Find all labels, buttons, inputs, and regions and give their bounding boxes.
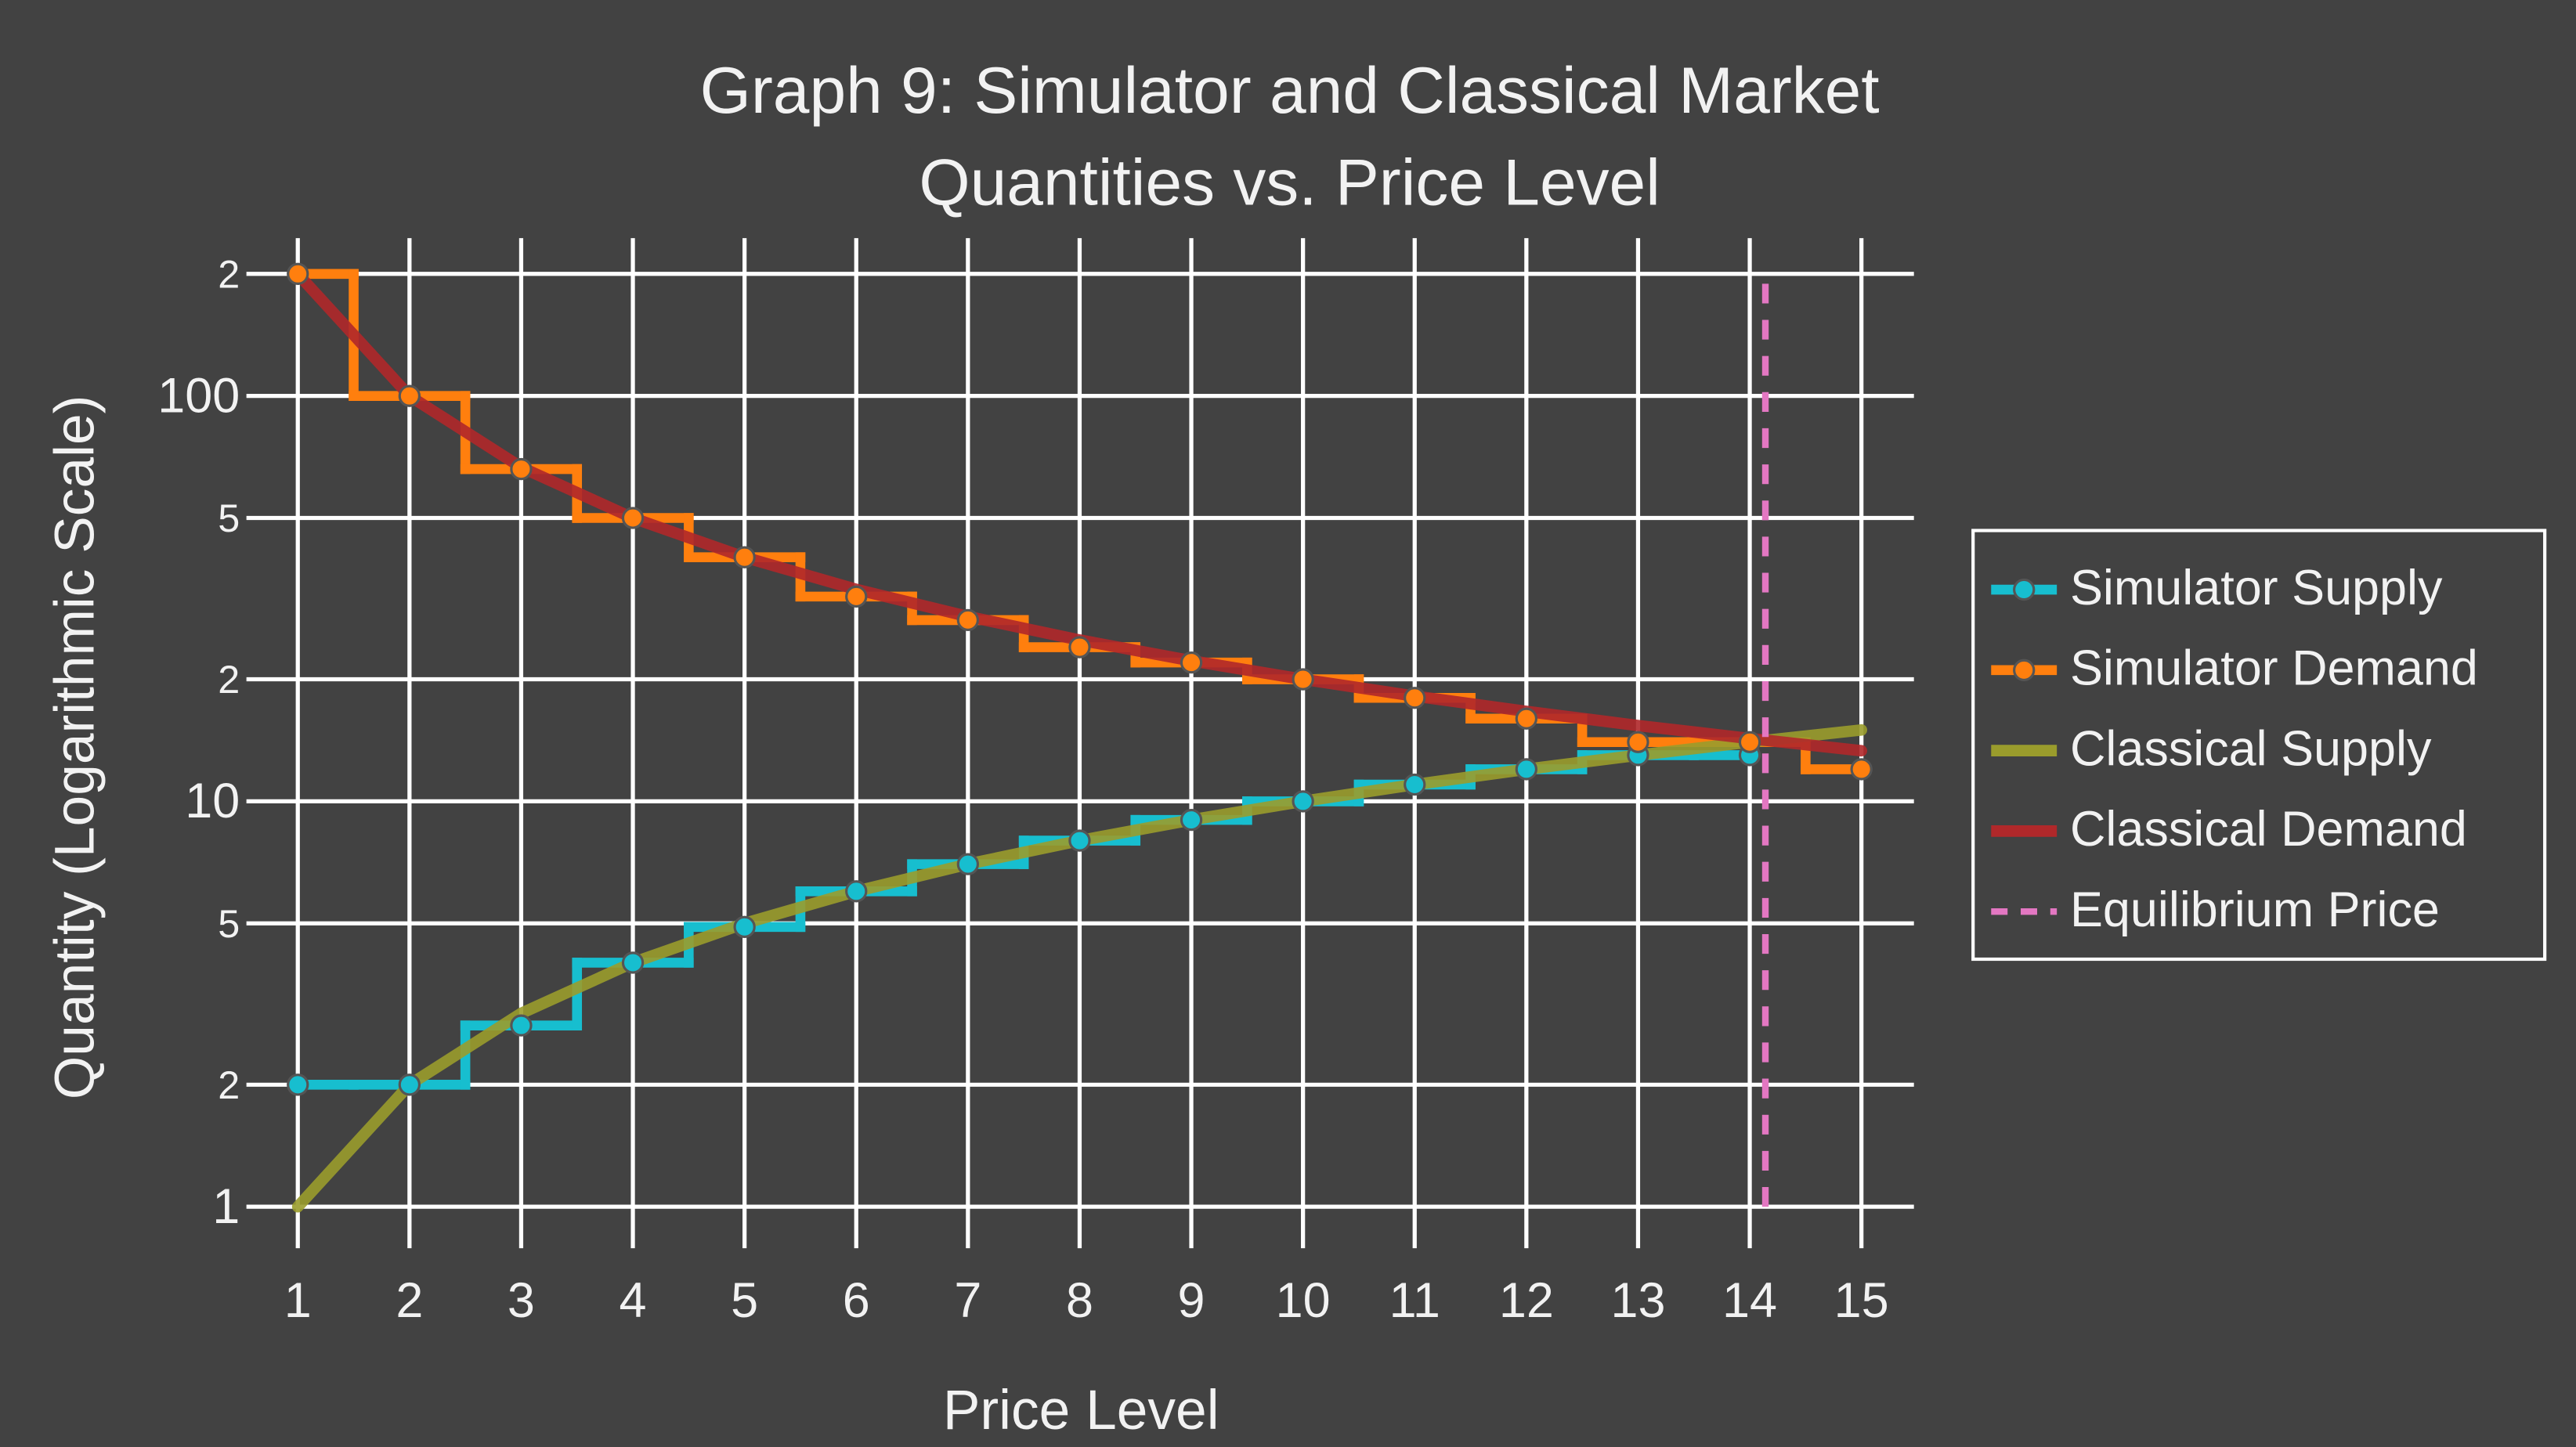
marker: [1180, 651, 1203, 674]
marker: [1515, 707, 1538, 730]
marker: [1068, 636, 1091, 659]
marker: [398, 1074, 421, 1096]
marker: [1068, 829, 1091, 852]
chart-title: Quantities vs. Price Level: [919, 145, 1660, 218]
x-axis-title: Price Level: [943, 1379, 1219, 1442]
legend-marker: [2013, 659, 2036, 681]
x-tick-label: 5: [731, 1273, 758, 1328]
marker: [510, 1014, 533, 1037]
x-tick-label: 11: [1389, 1273, 1440, 1328]
marker: [1515, 758, 1538, 781]
legend-marker: [2013, 578, 2036, 601]
legend-box: [1971, 529, 2547, 962]
x-tick-label: 14: [1722, 1273, 1777, 1328]
marker: [287, 1074, 309, 1096]
marker: [287, 262, 309, 285]
y-tick-label: 2: [218, 1063, 240, 1107]
marker: [1404, 773, 1426, 796]
marker: [956, 853, 980, 875]
marker: [398, 384, 421, 407]
marker: [1738, 731, 1761, 753]
y-tick-label: 1: [212, 1179, 240, 1234]
x-tick-label: 7: [954, 1273, 981, 1328]
legend-label: Classical Supply: [2070, 721, 2432, 776]
legend-label: Simulator Demand: [2070, 641, 2478, 696]
chart-title: Graph 9: Simulator and Classical Market: [700, 53, 1880, 127]
marker: [845, 585, 868, 608]
y-tick-label: 5: [218, 901, 240, 946]
y-tick-label: 5: [218, 496, 240, 540]
marker: [1292, 668, 1314, 691]
x-tick-label: 6: [843, 1273, 870, 1328]
legend-label: Equilibrium Price: [2070, 882, 2440, 937]
marker: [1180, 808, 1203, 832]
x-tick-label: 1: [284, 1273, 312, 1328]
x-tick-label: 9: [1178, 1273, 1205, 1328]
marker: [733, 915, 756, 938]
y-tick-label: 100: [157, 368, 240, 423]
y-tick-label: 2: [218, 657, 240, 702]
legend-label: Simulator Supply: [2070, 561, 2443, 615]
y-axis-title: Quantity (Logarithmic Scale): [44, 395, 107, 1100]
x-tick-label: 2: [396, 1273, 423, 1328]
marker: [621, 507, 645, 529]
x-tick-label: 12: [1499, 1273, 1554, 1328]
x-tick-label: 10: [1276, 1273, 1331, 1328]
marker: [621, 951, 645, 974]
legend-label: Classical Demand: [2070, 802, 2467, 857]
x-tick-label: 3: [508, 1273, 535, 1328]
marker: [1292, 790, 1314, 813]
marker: [510, 457, 533, 481]
marker: [1627, 731, 1649, 753]
y-tick-label: 10: [185, 774, 240, 828]
x-tick-label: 15: [1834, 1273, 1889, 1328]
marker: [1404, 687, 1426, 709]
x-tick-label: 13: [1610, 1273, 1665, 1328]
marker: [956, 608, 980, 632]
y-tick-label: 2: [218, 251, 240, 296]
x-tick-label: 8: [1066, 1273, 1093, 1328]
marker: [733, 546, 756, 568]
marker: [1850, 758, 1873, 781]
x-tick-label: 4: [620, 1273, 647, 1328]
marker: [845, 880, 868, 903]
